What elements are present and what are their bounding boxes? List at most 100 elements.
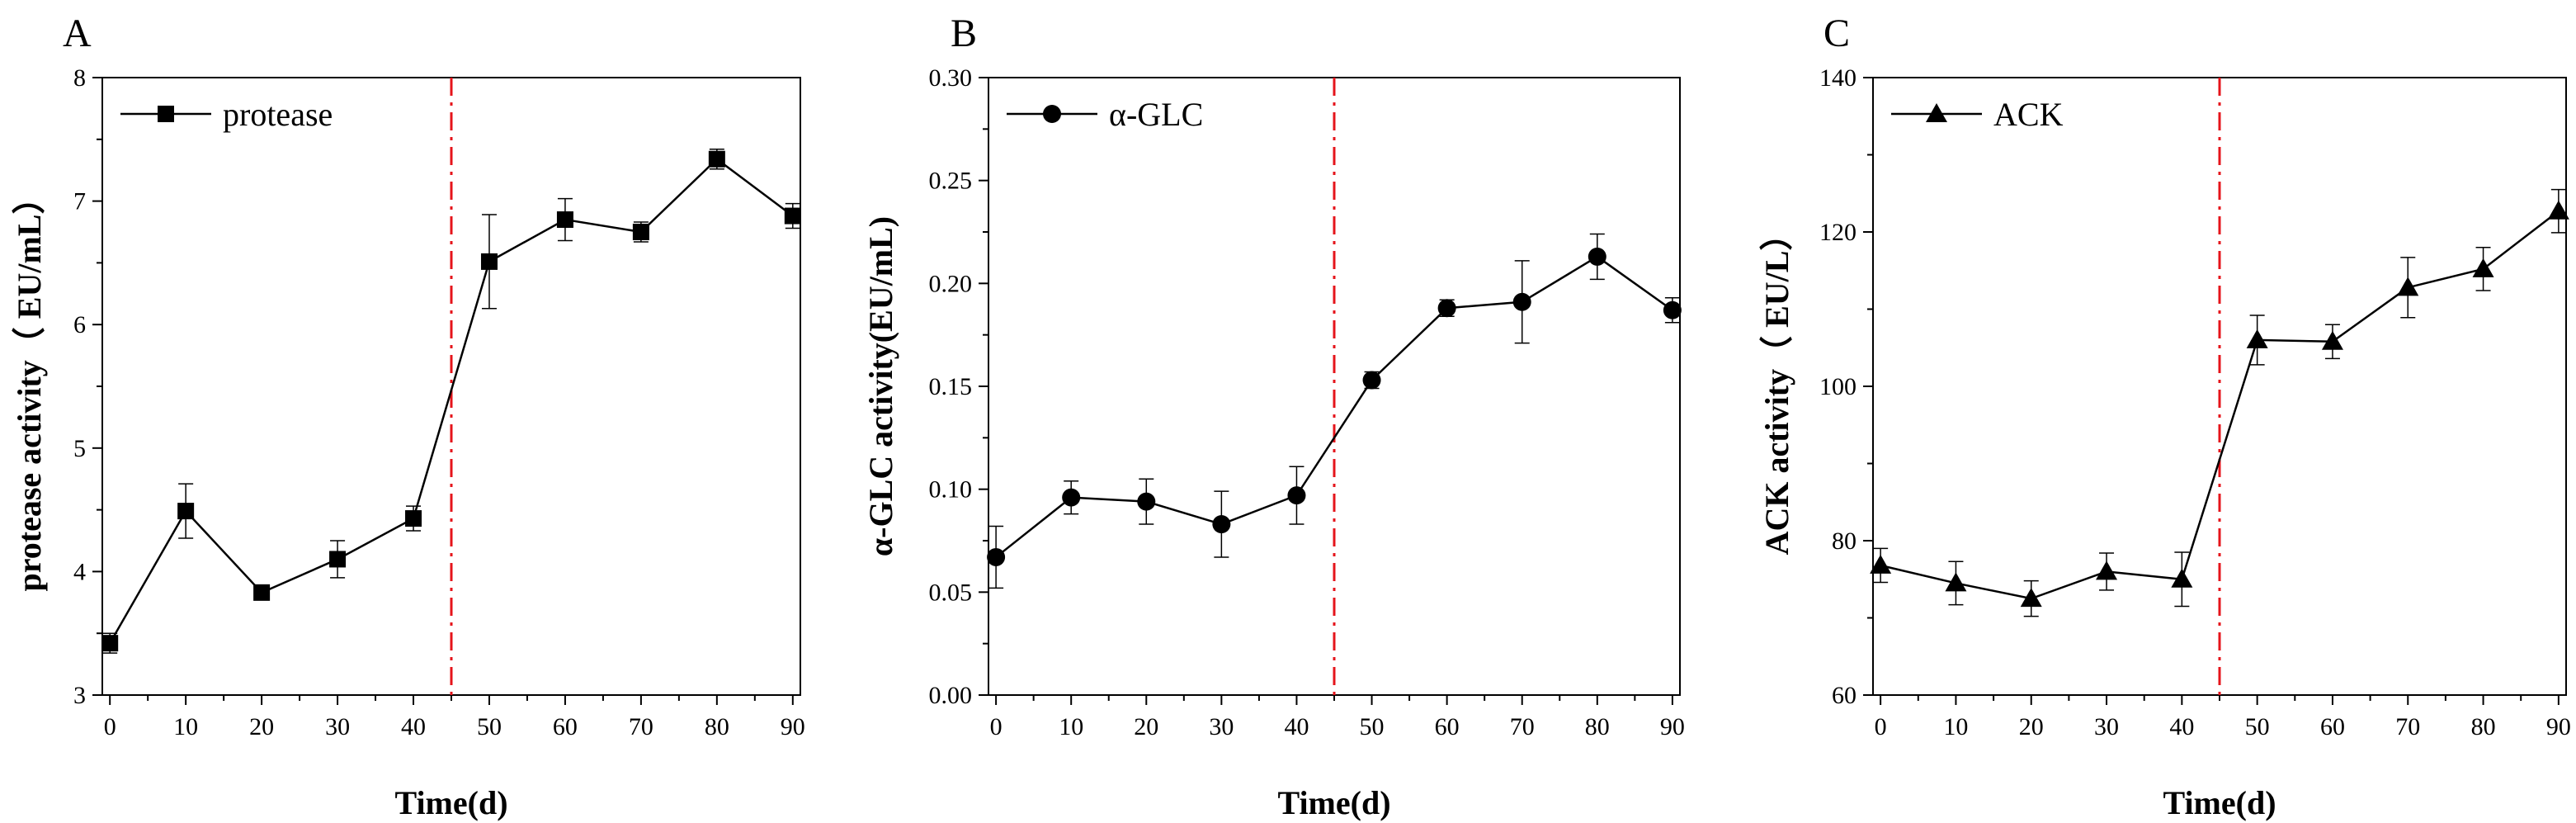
y-axis-title: α-GLC activity(EU/mL): [862, 216, 899, 556]
data-point: [405, 510, 422, 527]
x-tick-label: 70: [1510, 713, 1535, 740]
x-tick-label: 60: [1435, 713, 1460, 740]
x-tick-label: 30: [2094, 713, 2119, 740]
legend-alpha-glc: α-GLC: [1109, 96, 1203, 133]
data-point: [1212, 515, 1231, 534]
data-point: [2472, 258, 2494, 277]
data-point: [1945, 572, 1967, 592]
x-tick-label: 40: [1284, 713, 1309, 740]
y-tick-label: 0.25: [929, 168, 973, 195]
data-point: [2397, 277, 2419, 296]
x-tick-label: 0: [104, 713, 116, 740]
y-axis-title: protease activity（ EU/mL）: [11, 182, 48, 592]
x-tick-label: 90: [2546, 713, 2571, 740]
x-tick-label: 40: [401, 713, 426, 740]
x-tick-label: 20: [2019, 713, 2044, 740]
x-tick-label: 80: [2471, 713, 2496, 740]
data-point: [2020, 588, 2042, 608]
y-tick-label: 7: [73, 188, 86, 215]
panel-label: B: [951, 12, 977, 55]
data-point: [1137, 492, 1156, 511]
x-tick-label: 10: [1059, 713, 1083, 740]
x-tick-label: 60: [2320, 713, 2345, 740]
x-tick-label: 50: [2245, 713, 2270, 740]
panel-label: C: [1823, 12, 1850, 55]
data-point: [2321, 330, 2343, 350]
panel-a: 0 10 20 30 40 50 60 70 80 90 3 4 5 6 7 8 protease Time(d)…: [11, 12, 805, 821]
data-point: [987, 547, 1006, 566]
x-tick-label: 50: [1360, 713, 1385, 740]
panel-b: 0 10 20 30 40 50 60 70 80 90 0.00 0.05 0.10 0.15 0.20 0…: [862, 12, 1685, 821]
x-tick-label: 80: [1585, 713, 1610, 740]
legend-marker: [158, 106, 174, 122]
data-point: [480, 253, 498, 270]
x-tick-label: 80: [705, 713, 729, 740]
data-point: [2547, 200, 2569, 220]
data-point: [253, 584, 271, 601]
x-tick-label: 30: [1209, 713, 1234, 740]
x-tick-label: 0: [1875, 713, 1887, 740]
legend-protease: protease: [223, 96, 333, 133]
series-line: [995, 255, 1673, 558]
data-point: [1512, 292, 1531, 311]
panel-label: A: [63, 12, 92, 55]
panel-c: 0 10 20 30 40 50 60 70 80 90 60 80 100 120 140 ACK Time(…: [1758, 12, 2571, 821]
x-axis-title: Time(d): [1277, 784, 1390, 821]
y-tick-label: 120: [1819, 219, 1857, 246]
data-point: [632, 224, 649, 240]
legend-ack: ACK: [1993, 96, 2064, 133]
y-tick-label: 60: [1832, 682, 1857, 709]
data-point: [1062, 488, 1081, 507]
y-tick-label: 140: [1819, 64, 1857, 92]
data-point: [2171, 568, 2193, 588]
y-tick-label: 0.30: [929, 64, 973, 92]
x-tick-label: 70: [629, 713, 653, 740]
data-point: [708, 150, 725, 168]
y-tick-label: 3: [73, 682, 86, 709]
data-point: [1362, 371, 1381, 390]
data-point: [101, 635, 119, 652]
x-tick-label: 40: [2169, 713, 2194, 740]
y-tick-label: 6: [73, 311, 86, 338]
x-tick-label: 70: [2395, 713, 2420, 740]
x-axis-title: Time(d): [2163, 784, 2276, 821]
y-tick-label: 100: [1819, 373, 1857, 400]
legend-marker: [1926, 103, 1947, 122]
x-tick-label: 60: [553, 713, 578, 740]
data-point: [1663, 300, 1682, 319]
x-tick-label: 10: [1943, 713, 1968, 740]
data-point: [1870, 554, 1892, 574]
data-point: [784, 207, 801, 225]
x-tick-label: 90: [781, 713, 805, 740]
data-point: [2096, 560, 2118, 580]
y-tick-label: 8: [73, 64, 86, 92]
x-tick-label: 20: [1134, 713, 1158, 740]
series-line: [1880, 210, 2559, 600]
data-point: [329, 551, 347, 568]
data-point: [1287, 486, 1306, 505]
data-point: [2246, 329, 2268, 348]
data-point: [1437, 299, 1456, 318]
data-point: [177, 503, 195, 520]
y-tick-label: 0.10: [929, 476, 973, 504]
x-tick-label: 90: [1660, 713, 1685, 740]
legend-marker: [1043, 105, 1061, 123]
series-line: [109, 158, 794, 644]
y-tick-label: 80: [1832, 527, 1857, 555]
x-tick-label: 10: [173, 713, 198, 740]
x-tick-label: 30: [325, 713, 350, 740]
data-point: [1588, 247, 1606, 266]
y-tick-label: 0.15: [929, 373, 973, 400]
y-tick-label: 5: [73, 435, 86, 462]
x-tick-label: 0: [990, 713, 1003, 740]
x-tick-label: 50: [477, 713, 502, 740]
y-axis-title: ACK activity（ EU/L）: [1758, 218, 1795, 556]
y-tick-label: 0.20: [929, 270, 973, 297]
x-axis-title: Time(d): [394, 784, 507, 821]
data-point: [556, 211, 573, 229]
x-tick-label: 20: [249, 713, 274, 740]
y-tick-label: 0.05: [929, 579, 973, 606]
y-tick-label: 0.00: [929, 682, 973, 709]
y-tick-label: 4: [73, 558, 86, 585]
